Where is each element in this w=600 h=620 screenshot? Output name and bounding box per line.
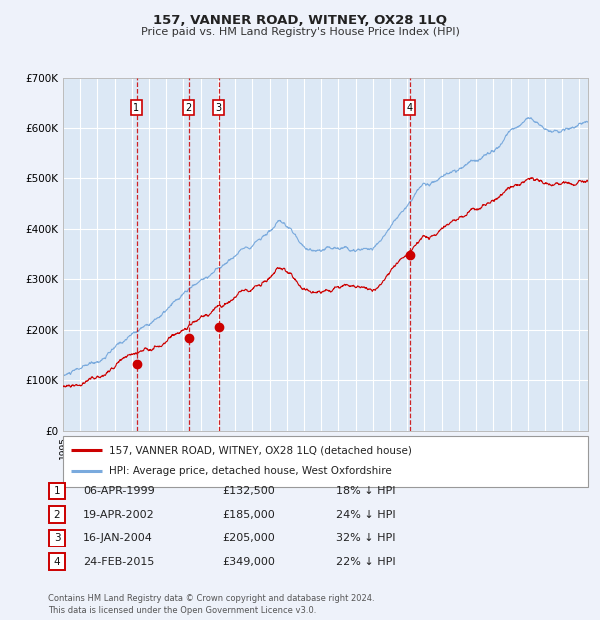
FancyBboxPatch shape xyxy=(49,482,65,500)
Text: £349,000: £349,000 xyxy=(222,557,275,567)
FancyBboxPatch shape xyxy=(49,529,65,547)
Text: 22% ↓ HPI: 22% ↓ HPI xyxy=(336,557,395,567)
Text: 4: 4 xyxy=(407,103,413,113)
Text: 16-JAN-2004: 16-JAN-2004 xyxy=(83,533,152,543)
Text: 3: 3 xyxy=(53,533,61,543)
Text: 4: 4 xyxy=(53,557,61,567)
Text: Contains HM Land Registry data © Crown copyright and database right 2024.
This d: Contains HM Land Registry data © Crown c… xyxy=(48,594,374,615)
Text: 24-FEB-2015: 24-FEB-2015 xyxy=(83,557,154,567)
Text: 2: 2 xyxy=(53,510,61,520)
Text: 32% ↓ HPI: 32% ↓ HPI xyxy=(336,533,395,543)
Text: £185,000: £185,000 xyxy=(222,510,275,520)
Text: Price paid vs. HM Land Registry's House Price Index (HPI): Price paid vs. HM Land Registry's House … xyxy=(140,27,460,37)
FancyBboxPatch shape xyxy=(49,506,65,523)
Text: 18% ↓ HPI: 18% ↓ HPI xyxy=(336,486,395,496)
FancyBboxPatch shape xyxy=(63,436,588,487)
Text: £132,500: £132,500 xyxy=(222,486,275,496)
Text: 06-APR-1999: 06-APR-1999 xyxy=(83,486,155,496)
FancyBboxPatch shape xyxy=(49,553,65,570)
Text: 157, VANNER ROAD, WITNEY, OX28 1LQ: 157, VANNER ROAD, WITNEY, OX28 1LQ xyxy=(153,14,447,27)
Text: 3: 3 xyxy=(216,103,222,113)
Text: 19-APR-2002: 19-APR-2002 xyxy=(83,510,155,520)
Text: £205,000: £205,000 xyxy=(222,533,275,543)
Text: HPI: Average price, detached house, West Oxfordshire: HPI: Average price, detached house, West… xyxy=(109,466,392,476)
Text: 24% ↓ HPI: 24% ↓ HPI xyxy=(336,510,395,520)
Text: 2: 2 xyxy=(185,103,192,113)
Text: 1: 1 xyxy=(133,103,140,113)
Text: 157, VANNER ROAD, WITNEY, OX28 1LQ (detached house): 157, VANNER ROAD, WITNEY, OX28 1LQ (deta… xyxy=(109,445,412,455)
Text: 1: 1 xyxy=(53,486,61,496)
